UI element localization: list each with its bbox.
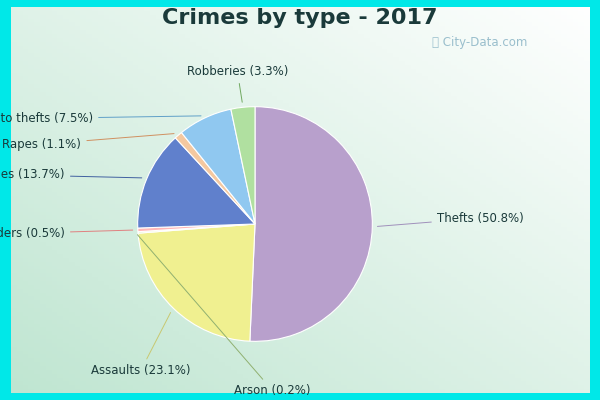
- Wedge shape: [250, 107, 373, 341]
- Text: Robberies (3.3%): Robberies (3.3%): [187, 65, 288, 102]
- Wedge shape: [138, 224, 255, 232]
- Wedge shape: [137, 138, 255, 228]
- Text: Arson (0.2%): Arson (0.2%): [137, 235, 311, 397]
- Wedge shape: [138, 224, 255, 341]
- Wedge shape: [138, 224, 255, 233]
- Wedge shape: [231, 107, 255, 224]
- Text: Assaults (23.1%): Assaults (23.1%): [91, 312, 190, 377]
- Text: Rapes (1.1%): Rapes (1.1%): [2, 134, 174, 151]
- Text: Burglaries (13.7%): Burglaries (13.7%): [0, 168, 142, 181]
- Text: Auto thefts (7.5%): Auto thefts (7.5%): [0, 112, 201, 125]
- Wedge shape: [181, 109, 255, 224]
- Text: Murders (0.5%): Murders (0.5%): [0, 227, 133, 240]
- Wedge shape: [175, 132, 255, 224]
- Text: ⓘ City-Data.com: ⓘ City-Data.com: [432, 36, 527, 49]
- Text: Crimes by type - 2017: Crimes by type - 2017: [162, 8, 438, 28]
- Text: Thefts (50.8%): Thefts (50.8%): [377, 212, 524, 226]
